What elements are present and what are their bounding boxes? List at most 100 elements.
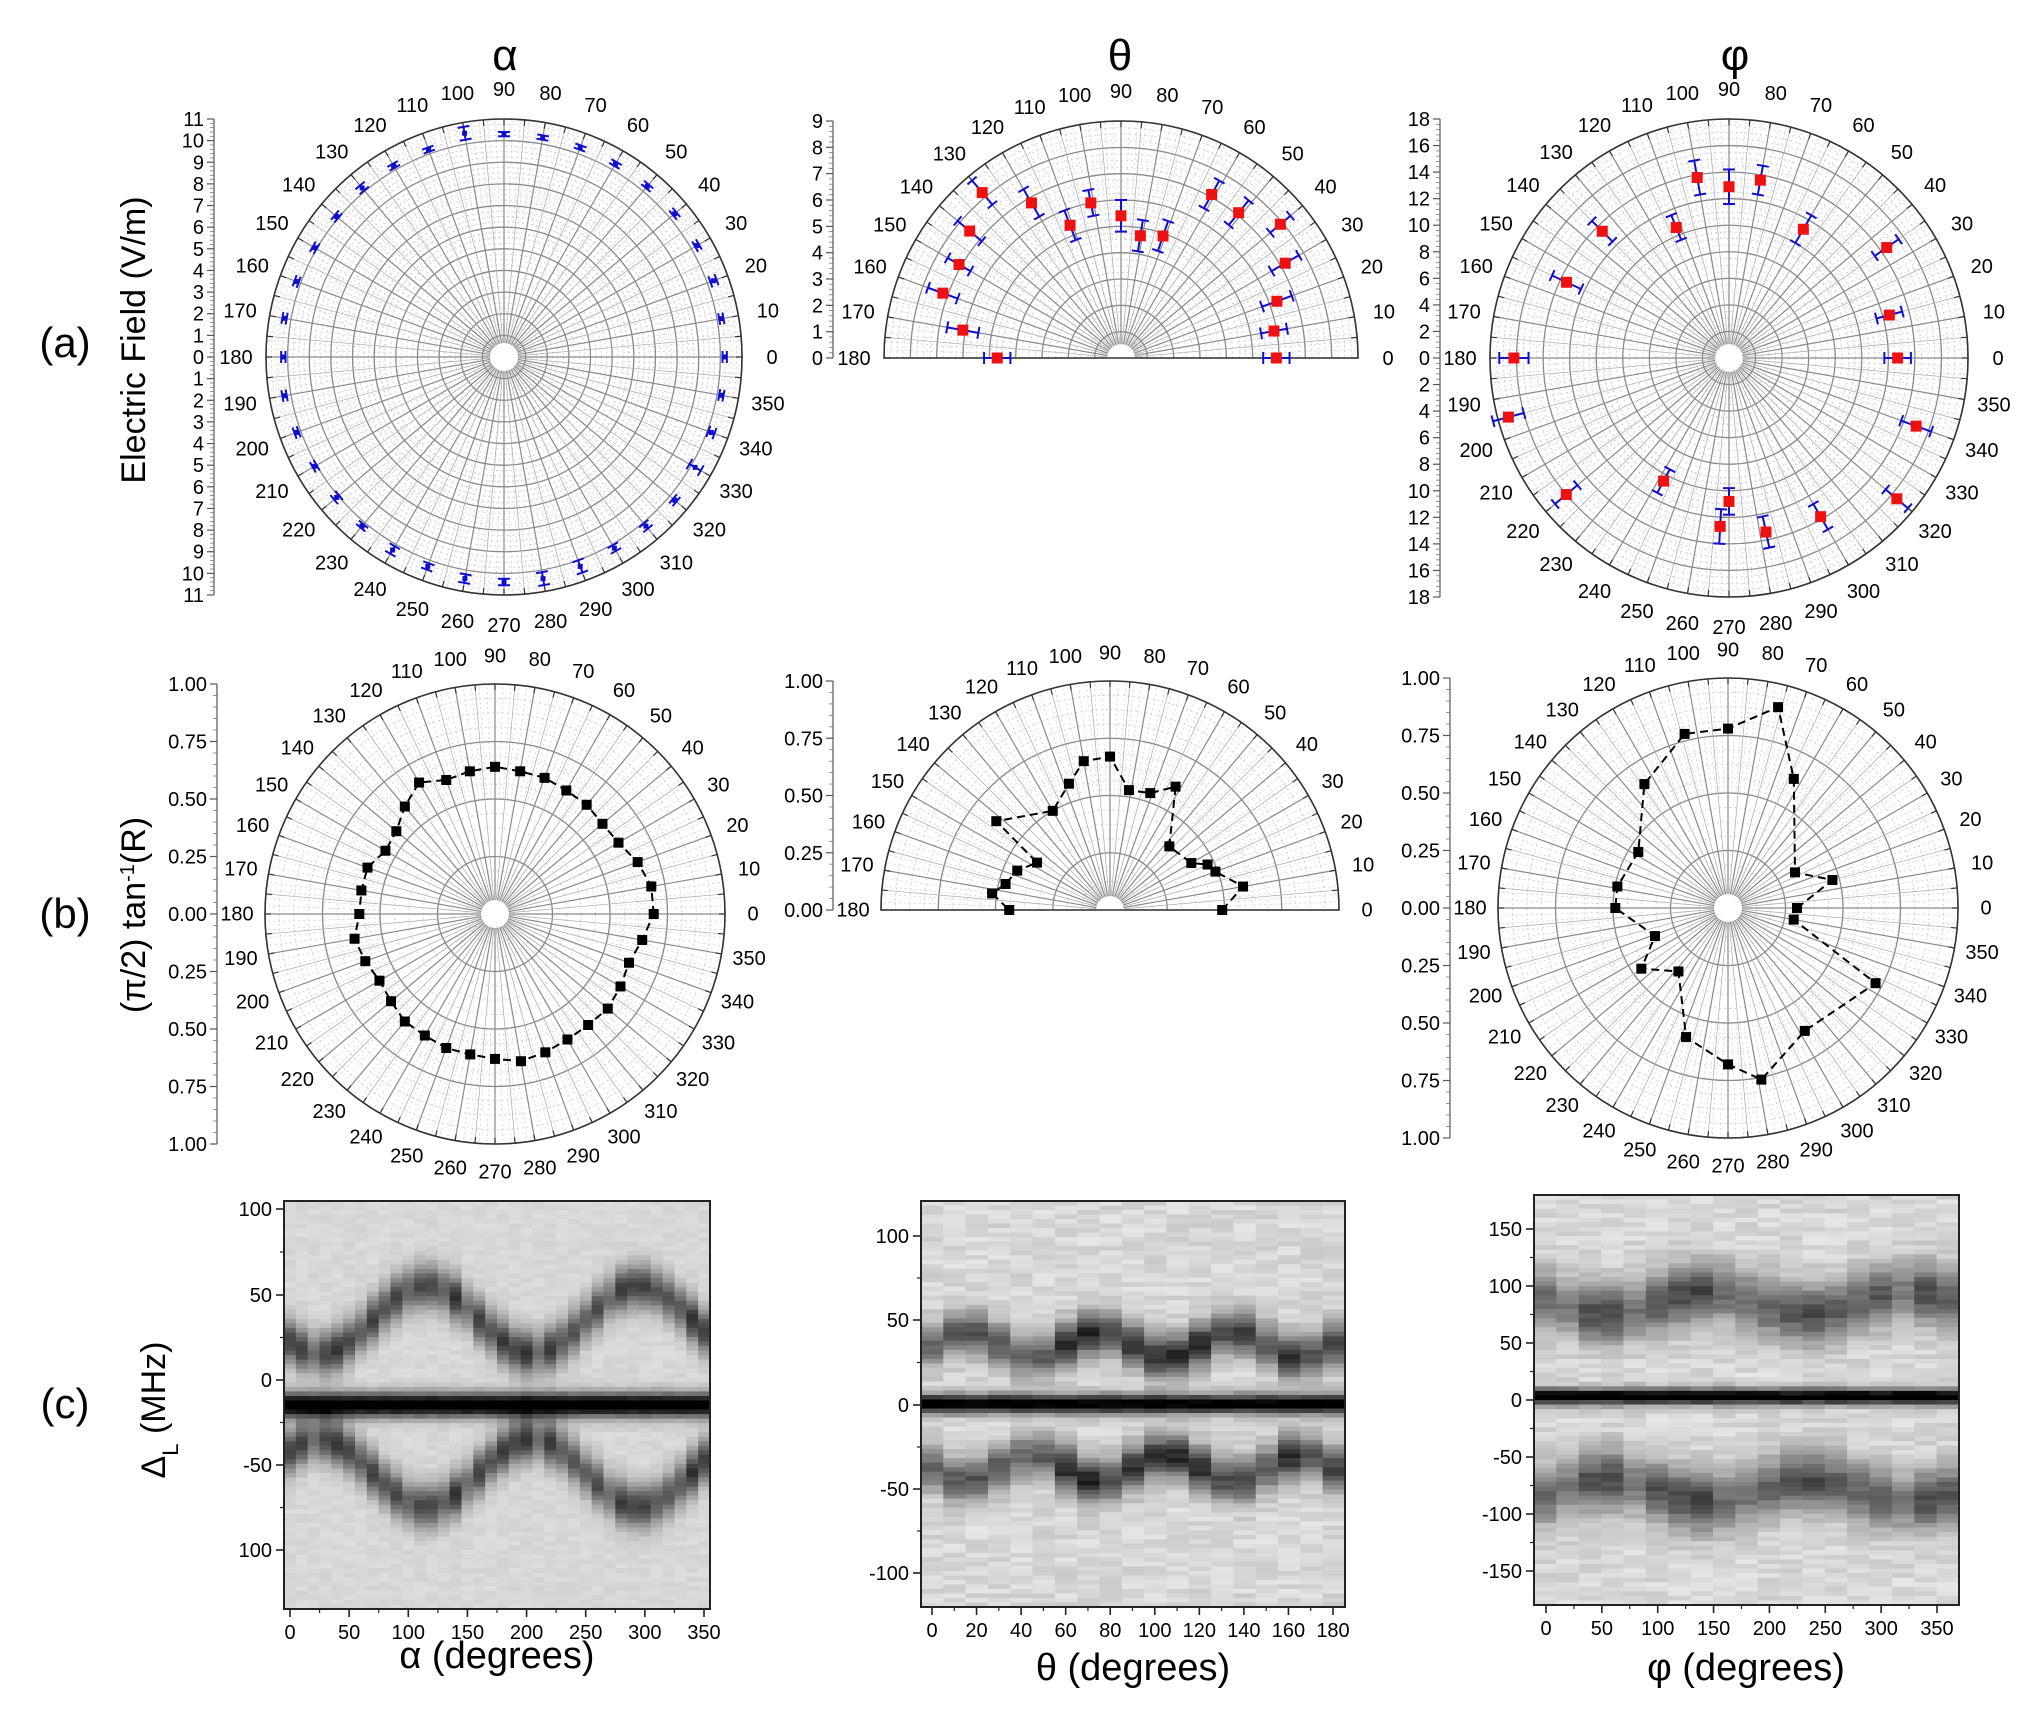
radial-axis: 1.00 0.75 0.50 0.25 0.00	[784, 671, 834, 922]
data-point	[391, 163, 397, 169]
data-point	[1723, 1059, 1733, 1070]
polar-plot-electric-field-phi: 0102030405060708090100110120130140150160…	[1408, 79, 2011, 639]
data-point	[1134, 230, 1146, 242]
x-tick-label: 180	[1316, 1620, 1349, 1642]
angular-tick-label: 290	[579, 599, 612, 621]
angular-tick-label: 170	[224, 858, 257, 880]
angular-tick-label: 110	[391, 661, 423, 683]
x-tick-label: 0	[1540, 1618, 1551, 1640]
angular-tick-label: 340	[1954, 986, 1987, 1008]
angular-tick-label: 30	[707, 774, 729, 796]
radial-tick-label: 1.00	[1401, 668, 1440, 690]
polar-grid	[1497, 677, 1959, 1139]
y-tick-label: -50	[880, 1479, 909, 1501]
angular-tick-label: 90	[1717, 639, 1739, 661]
radial-tick-label: 14	[1408, 534, 1430, 556]
angular-tick-label: 10	[1971, 852, 1993, 874]
data-point	[1157, 230, 1169, 242]
angular-tick-label: 240	[1578, 581, 1611, 603]
angular-tick-label: 0	[747, 903, 758, 925]
angular-tick-label: 170	[841, 302, 874, 324]
angular-tick-label: 10	[1983, 301, 2005, 323]
data-point	[672, 211, 678, 217]
angular-tick-label: 270	[1711, 1155, 1744, 1177]
data-point	[1639, 779, 1650, 790]
angular-tick-label: 290	[567, 1146, 600, 1168]
x-axis-title: θ (degrees)	[1036, 1647, 1230, 1689]
data-point	[294, 279, 300, 285]
data-point	[1164, 841, 1175, 852]
x-tick-label: 150	[1697, 1618, 1730, 1640]
angular-tick-label: 60	[1846, 674, 1868, 696]
angular-tick-label: 0	[1382, 348, 1393, 370]
data-point	[312, 463, 318, 469]
angular-tick-label: 40	[1296, 734, 1318, 756]
x-tick-label: 350	[1920, 1618, 1953, 1640]
angular-tick-label: 0	[766, 347, 777, 369]
data-point	[1670, 222, 1682, 234]
radial-tick-label: 0.25	[168, 847, 207, 869]
angular-tick-label: 340	[1965, 440, 1998, 462]
data-point	[1790, 867, 1801, 878]
radial-tick-label: 1.00	[1401, 1128, 1440, 1150]
data-point	[386, 996, 397, 1007]
x-axis: 0 50 100 150 200 250 300 350	[1540, 1605, 1954, 1640]
angular-tick-label: 110	[396, 95, 428, 117]
radial-tick-label: 9	[812, 111, 823, 133]
data-point	[577, 145, 583, 151]
x-tick-label: 80	[1099, 1620, 1121, 1642]
data-point	[632, 857, 643, 868]
data-point	[583, 1019, 594, 1030]
radial-tick-label: 1.00	[784, 671, 823, 693]
data-point	[615, 981, 626, 992]
radial-tick-label: 11	[183, 585, 204, 607]
data-point	[1206, 188, 1218, 200]
radial-tick-label: 6	[193, 477, 204, 499]
angular-tick-label: 90	[493, 79, 515, 101]
angular-tick-label: 160	[852, 811, 885, 833]
angular-tick-label: 120	[349, 680, 382, 702]
angular-tick-label: 70	[1810, 95, 1832, 117]
data-point	[540, 1047, 551, 1058]
angular-tick-label: 130	[928, 702, 961, 724]
radial-tick-label: 4	[193, 260, 204, 282]
y-tick-label: 0	[1511, 1390, 1522, 1412]
angular-tick-label: 210	[1479, 483, 1512, 505]
angular-tick-label: 100	[1666, 83, 1699, 105]
angular-tick-label: 260	[1667, 1151, 1700, 1173]
angular-tick-label: 320	[693, 519, 726, 541]
angular-tick-label: 230	[312, 1101, 345, 1123]
radial-tick-label: 1.00	[168, 674, 207, 696]
data-point	[692, 464, 698, 470]
data-point	[1268, 325, 1280, 337]
radial-tick-label: 9	[193, 152, 204, 174]
data-point	[282, 393, 288, 399]
angular-tick-label: 50	[665, 142, 687, 164]
angular-tick-label: 110	[1014, 97, 1046, 119]
x-tick-label: 300	[1864, 1618, 1897, 1640]
data-point	[490, 1053, 500, 1064]
angular-tick-label: 210	[1488, 1026, 1521, 1048]
angular-tick-label: 250	[396, 599, 429, 621]
angular-tick-label: 310	[660, 552, 693, 574]
row-label-a: (a)	[39, 319, 90, 366]
data-point	[465, 1049, 476, 1060]
angular-tick-labels: 0102030405060708090100110120130140150160…	[1453, 639, 1998, 1177]
data-point	[991, 816, 1002, 827]
angular-tick-labels: 0102030405060708090100110120130140150160…	[837, 81, 1395, 370]
y-axis: 150 100 50 0 -50 -100 -150	[1482, 1219, 1534, 1583]
data-point	[334, 214, 340, 220]
angular-tick-label: 10	[738, 858, 760, 880]
data-point	[561, 785, 572, 796]
data-point	[611, 545, 617, 551]
angular-tick-label: 160	[236, 815, 269, 837]
data-point	[648, 909, 659, 919]
column-title-theta: θ	[1108, 31, 1132, 80]
angular-tick-label: 350	[751, 394, 784, 416]
data-point	[1610, 903, 1621, 913]
radial-tick-label: 0.25	[1401, 841, 1440, 863]
radial-tick-label: 12	[1408, 189, 1430, 211]
x-tick-label: 150	[451, 1622, 484, 1644]
angular-tick-label: 90	[1099, 642, 1121, 664]
